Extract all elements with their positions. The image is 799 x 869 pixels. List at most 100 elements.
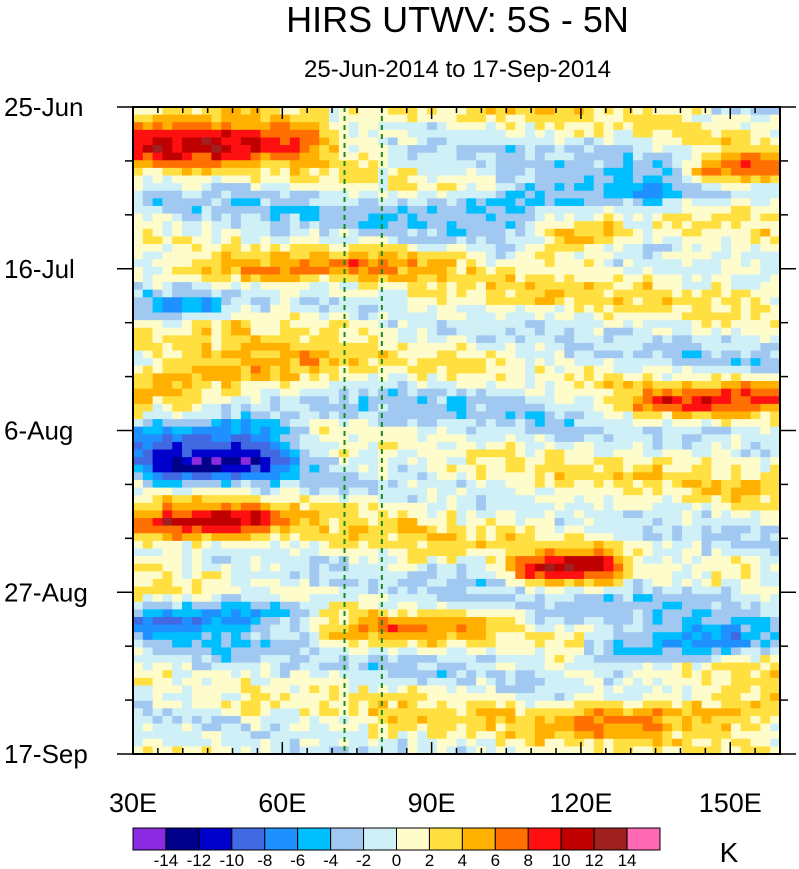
field-cell (378, 107, 389, 116)
field-cell (162, 662, 173, 671)
field-cell (368, 571, 379, 580)
field-cell (672, 107, 683, 116)
field-cell (289, 563, 301, 572)
field-cell (456, 107, 467, 116)
field-cell (387, 434, 399, 443)
field-cell (338, 335, 350, 344)
field-cell (142, 213, 154, 222)
field-cell (387, 107, 399, 116)
field-cell (338, 327, 350, 336)
field-cell (485, 167, 497, 177)
field-cell (505, 335, 516, 344)
field-cell (387, 259, 399, 268)
field-cell (427, 236, 438, 245)
field-cell (387, 411, 399, 420)
field-cell (515, 426, 526, 435)
field-cell (456, 426, 467, 435)
field-cell (407, 632, 418, 641)
field-cell (642, 244, 654, 253)
field-cell (505, 495, 516, 504)
field-cell (544, 518, 556, 527)
field-cell (358, 419, 369, 428)
field-cell (730, 563, 742, 572)
field-cell (721, 396, 732, 405)
field-cell (407, 221, 418, 230)
field-cell (387, 122, 399, 131)
field-cell (319, 632, 330, 641)
field-cell (427, 304, 438, 314)
field-cell (152, 304, 164, 314)
field-cell (564, 244, 575, 253)
field-cell (436, 282, 448, 291)
field-cell (446, 518, 458, 527)
field-cell (221, 594, 232, 603)
field-cell (760, 556, 771, 565)
field-cell (770, 411, 780, 420)
field-cell (358, 129, 369, 139)
field-cell (289, 114, 301, 123)
field-cell (603, 533, 614, 542)
field-cell (574, 639, 585, 649)
field-cell (711, 213, 722, 222)
field-cell (397, 312, 409, 321)
field-cell (476, 647, 487, 656)
field-cell (642, 350, 654, 359)
field-cell (387, 213, 399, 222)
field-cell (182, 518, 193, 527)
field-cell (299, 571, 311, 580)
field-cell (407, 137, 418, 146)
field-cell (289, 510, 301, 519)
field-cell (652, 563, 663, 572)
field-cell (142, 190, 154, 199)
field-cell (152, 472, 164, 481)
field-cell (172, 282, 183, 291)
field-cell (544, 419, 556, 428)
field-cell (583, 578, 595, 588)
field-cell (740, 586, 752, 595)
field-cell (407, 525, 418, 534)
field-cell (417, 403, 428, 413)
field-cell (397, 282, 409, 291)
field-cell (495, 609, 507, 618)
field-cell (593, 457, 605, 466)
field-cell (260, 114, 271, 123)
field-cell (495, 578, 507, 588)
field-cell (525, 213, 536, 222)
field-cell (338, 228, 350, 237)
field-cell (603, 312, 614, 321)
field-cell (250, 609, 262, 618)
field-cell (250, 647, 262, 656)
field-cell (554, 396, 565, 405)
field-cell (642, 236, 654, 245)
field-cell (662, 578, 673, 588)
field-cell (760, 190, 771, 199)
field-cell (338, 434, 350, 443)
field-cell (436, 251, 448, 260)
field-cell (191, 616, 203, 626)
field-cell (133, 175, 144, 184)
field-cell (623, 411, 634, 420)
field-cell (407, 327, 418, 336)
field-cell (309, 342, 320, 352)
field-cell (309, 670, 320, 679)
field-cell (456, 518, 467, 527)
field-cell (613, 495, 624, 504)
field-cell (711, 662, 722, 671)
field-cell (456, 556, 467, 565)
field-cell (525, 487, 536, 496)
field-cell (770, 160, 780, 169)
field-cell (407, 655, 418, 664)
field-cell (152, 525, 164, 534)
field-cell (701, 152, 712, 161)
field-cell (515, 495, 526, 504)
field-cell (280, 563, 291, 572)
field-cell (407, 335, 418, 344)
field-cell (201, 396, 213, 405)
field-cell (201, 259, 213, 268)
field-cell (623, 266, 634, 276)
field-cell (681, 312, 693, 321)
field-cell (211, 502, 222, 512)
field-cell (623, 426, 634, 435)
field-cell (446, 396, 458, 405)
field-cell (711, 434, 722, 443)
